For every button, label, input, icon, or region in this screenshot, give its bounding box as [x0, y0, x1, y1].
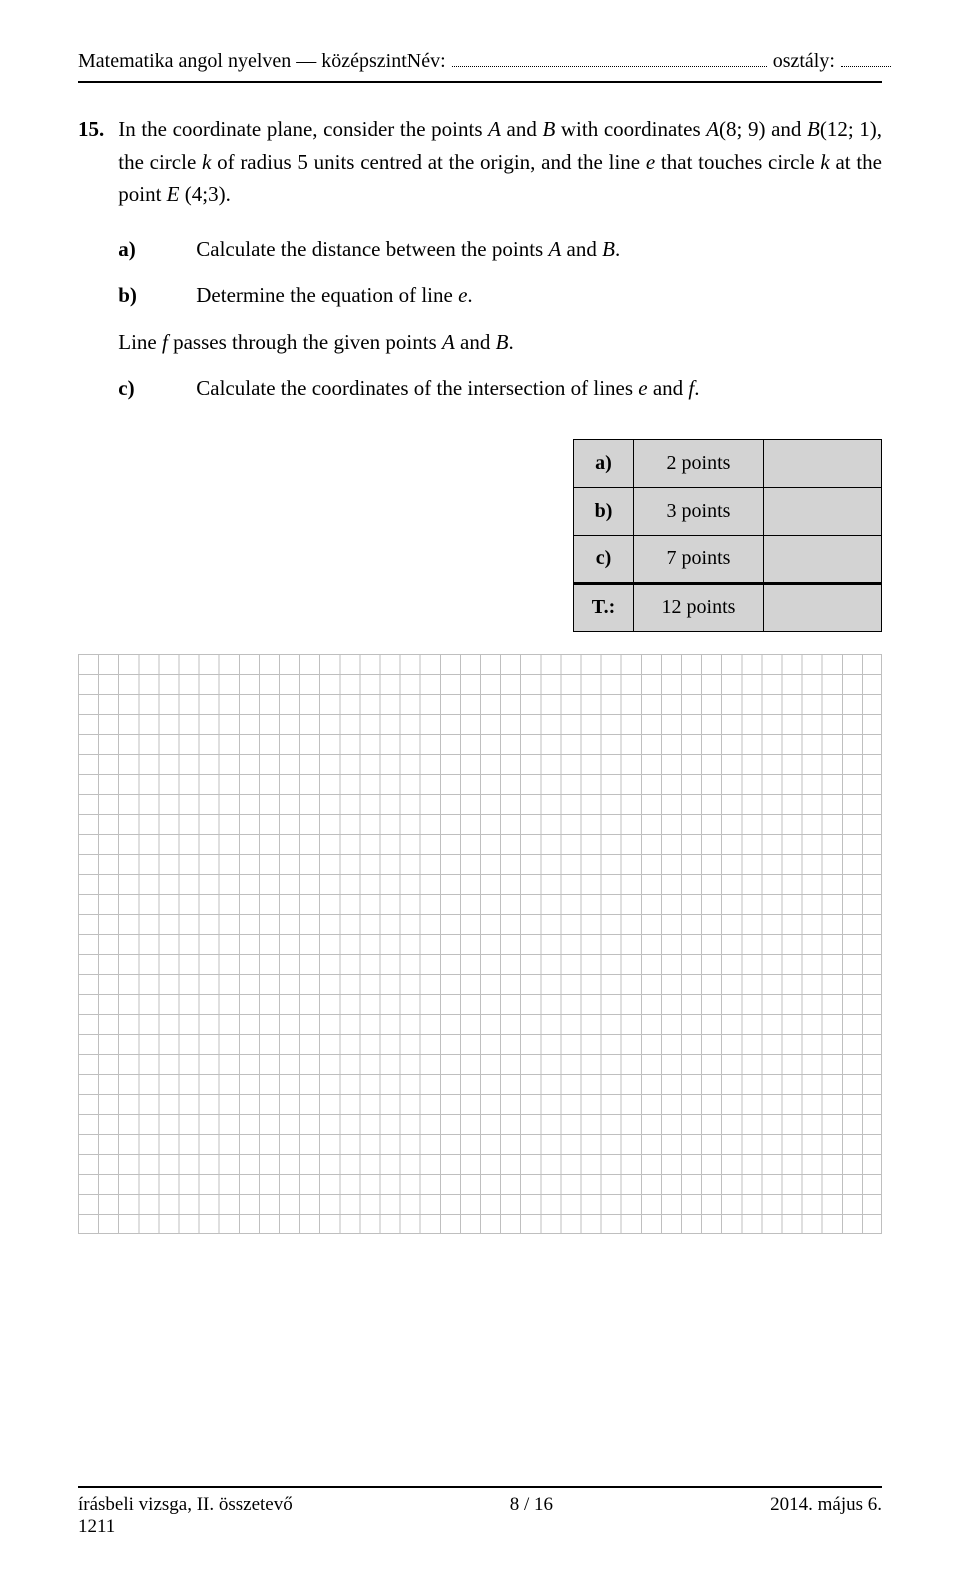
subparts: a) Calculate the distance between the po… — [118, 233, 882, 312]
points-total-label: T.: — [574, 583, 634, 631]
content: 15. In the coordinate plane, consider th… — [78, 113, 882, 1234]
var-k: k — [820, 150, 829, 174]
points-total-value: 12 points — [634, 583, 764, 631]
var-A: A — [706, 117, 719, 141]
var-B: B — [602, 237, 615, 261]
points-blank[interactable] — [764, 487, 882, 535]
answer-grid[interactable] — [78, 654, 882, 1234]
points-blank[interactable] — [764, 583, 882, 631]
var-k: k — [202, 150, 211, 174]
question-number: 15. — [78, 113, 104, 419]
var-B: B — [542, 117, 555, 141]
var-E: E — [167, 182, 180, 206]
footer-text: írásbeli vizsga, II. összetevő — [78, 1494, 293, 1515]
qtext: Calculate the coordinates of the interse… — [196, 376, 638, 400]
part-label: c) — [118, 372, 152, 405]
points-value: 2 points — [634, 439, 764, 487]
header-rule — [78, 81, 882, 83]
header-right: Név: osztály: — [407, 50, 891, 73]
table-row: a) 2 points — [574, 439, 882, 487]
points-label: b) — [574, 487, 634, 535]
table-row-total: T.: 12 points — [574, 583, 882, 631]
footer-right: 2014. május 6. — [770, 1494, 882, 1538]
points-blank[interactable] — [764, 535, 882, 583]
var-A: A — [488, 117, 501, 141]
points-table: a) 2 points b) 3 points c) 7 points T.: … — [573, 439, 882, 632]
qtext: and — [561, 237, 602, 261]
mid-statement: Line f passes through the given points A… — [118, 326, 882, 359]
subparts-2: c) Calculate the coordinates of the inte… — [118, 372, 882, 405]
table-row: c) 7 points — [574, 535, 882, 583]
points-label: a) — [574, 439, 634, 487]
var-e: e — [458, 283, 467, 307]
qtext: . — [508, 330, 513, 354]
name-label: Név: — [407, 50, 446, 73]
qtext: Calculate the distance between the point… — [196, 237, 548, 261]
qtext: of radius 5 units centred at the origin,… — [211, 150, 646, 174]
qtext: and — [455, 330, 496, 354]
qtext: that touches circle — [655, 150, 820, 174]
page-footer: írásbeli vizsga, II. összetevő 1211 8 / … — [78, 1486, 882, 1538]
name-field[interactable] — [452, 53, 767, 67]
part-label: a) — [118, 233, 152, 266]
var-B: B — [807, 117, 820, 141]
qtext: . — [694, 376, 699, 400]
footer-rule — [78, 1486, 882, 1488]
part-a: a) Calculate the distance between the po… — [118, 233, 882, 266]
part-text: Calculate the distance between the point… — [196, 233, 882, 266]
table-row: b) 3 points — [574, 487, 882, 535]
qtext: and — [648, 376, 689, 400]
footer-row: írásbeli vizsga, II. összetevő 1211 8 / … — [78, 1494, 882, 1538]
points-value: 3 points — [634, 487, 764, 535]
qtext: Determine the equation of line — [196, 283, 458, 307]
qtext: . — [615, 237, 620, 261]
qtext: with coordinates — [555, 117, 706, 141]
question-15: 15. In the coordinate plane, consider th… — [78, 113, 882, 419]
points-value: 7 points — [634, 535, 764, 583]
points-label: c) — [574, 535, 634, 583]
footer-center: 8 / 16 — [510, 1494, 553, 1538]
header-left: Matematika angol nyelven — középszint — [78, 50, 407, 73]
question-body: In the coordinate plane, consider the po… — [118, 113, 882, 419]
part-text: Determine the equation of line e. — [196, 279, 882, 312]
points-blank[interactable] — [764, 439, 882, 487]
qtext: (8; 9) and — [719, 117, 807, 141]
part-b: b) Determine the equation of line e. — [118, 279, 882, 312]
qtext: . — [467, 283, 472, 307]
qtext: (4;3). — [180, 182, 231, 206]
part-label: b) — [118, 279, 152, 312]
qtext: passes through the given points — [168, 330, 442, 354]
qtext: and — [501, 117, 543, 141]
class-field[interactable] — [841, 53, 891, 67]
qtext: Line — [118, 330, 162, 354]
class-label: osztály: — [773, 50, 835, 73]
var-B: B — [496, 330, 509, 354]
var-A: A — [548, 237, 561, 261]
var-A: A — [442, 330, 455, 354]
part-text: Calculate the coordinates of the interse… — [196, 372, 882, 405]
qtext: In the coordinate plane, consider the po… — [118, 117, 488, 141]
var-e: e — [638, 376, 647, 400]
part-c: c) Calculate the coordinates of the inte… — [118, 372, 882, 405]
var-e: e — [646, 150, 655, 174]
footer-code: 1211 — [78, 1516, 115, 1537]
page-header: Matematika angol nyelven — középszint Né… — [78, 50, 882, 73]
footer-left: írásbeli vizsga, II. összetevő 1211 — [78, 1494, 293, 1538]
